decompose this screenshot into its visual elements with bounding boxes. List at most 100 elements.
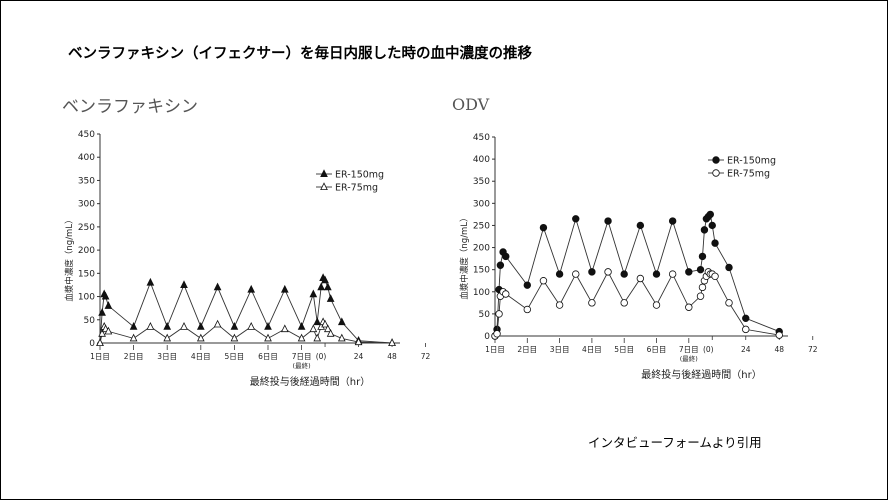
data-point-er150 (337, 317, 346, 326)
series-line-er75 (494, 270, 780, 337)
data-point-er75 (196, 333, 205, 342)
day-tick-label: 1日目 (485, 345, 505, 354)
left-panel-title: ベンラファキシン (62, 97, 198, 117)
data-point-er150 (604, 217, 612, 225)
day-tick-label: 7日目 (292, 352, 312, 361)
final-dose-label: (最終) (680, 354, 698, 363)
data-point-er150 (652, 270, 661, 278)
chart-panel-left: 0 50 100 150 200 250 300 350 400 450 血漿中濃度（ng/mL） 1… (64, 130, 431, 388)
y-tick-label: 400 (473, 155, 490, 165)
y-axis-label: 血漿中濃度（ng/mL） (64, 215, 75, 301)
day-tick-label: 5日目 (225, 352, 245, 361)
y-tick-label: 0 (484, 332, 490, 342)
data-point-er150 (280, 284, 289, 293)
x-tick-label: 48 (387, 352, 397, 361)
day-tick-label: 6日目 (258, 352, 278, 361)
day-tick-label: 4日目 (582, 345, 602, 354)
data-point-er150 (700, 226, 709, 234)
data-point-er150 (539, 223, 548, 232)
data-point-er75 (775, 331, 783, 339)
chart-panel-right: 0 50 100 150 200 250 300 350 400 450 血漿中濃度（ng/mL） 1… (459, 133, 818, 381)
data-point-er75 (146, 322, 155, 330)
y-tick-label: 350 (473, 177, 490, 187)
y-tick-label: 250 (473, 221, 490, 231)
data-point-er75 (588, 299, 596, 307)
data-point-er75 (539, 277, 548, 285)
y-tick-label: 150 (473, 266, 490, 276)
data-point-er150 (685, 268, 693, 276)
data-point-er150 (696, 265, 705, 274)
y-tick-label: 200 (78, 246, 95, 256)
data-point-er75 (230, 333, 239, 342)
data-point-er75 (326, 329, 335, 337)
data-point-er75 (668, 270, 677, 278)
legend-marker (712, 156, 720, 164)
data-point-er150 (213, 282, 222, 291)
data-point-er150 (706, 210, 714, 219)
data-point-er75 (98, 329, 106, 337)
x-tick-label: (0) (316, 352, 327, 361)
data-point-er150 (636, 221, 645, 230)
data-point-er150 (698, 252, 707, 261)
data-point-er75 (180, 322, 188, 330)
data-point-er150 (572, 215, 580, 223)
data-point-er75 (129, 333, 138, 342)
day-tick-label: 1日目 (90, 352, 110, 361)
x-tick-label: 24 (741, 345, 751, 354)
data-point-er150 (180, 280, 188, 288)
data-point-er75 (572, 270, 580, 278)
data-point-er75 (555, 301, 564, 309)
y-axis-label: 血漿中濃度（ng/mL） (459, 213, 470, 299)
data-point-er75 (309, 324, 318, 333)
data-point-er75 (323, 324, 332, 333)
data-point-er150 (620, 270, 628, 278)
x-tick-label: 24 (354, 352, 364, 361)
day-tick-label: 2日目 (124, 352, 144, 361)
y-tick-label: 100 (473, 288, 490, 298)
y-tick-label: 450 (473, 133, 490, 143)
y-tick-label: 300 (473, 199, 490, 209)
y-tick-label: 100 (78, 293, 95, 303)
data-point-er150 (230, 322, 239, 330)
day-tick-label: 6日目 (647, 345, 667, 354)
data-point-er150 (496, 261, 505, 269)
data-point-er150 (163, 322, 172, 330)
data-point-er75 (321, 319, 329, 328)
data-point-er150 (98, 308, 106, 316)
y-tick-label: 250 (78, 223, 95, 233)
data-point-er150 (317, 282, 325, 291)
day-tick-label: 3日目 (550, 345, 570, 354)
data-point-er75 (96, 338, 104, 347)
day-tick-label: 7日目 (679, 345, 699, 354)
data-point-er150 (309, 289, 318, 298)
data-point-er150 (326, 294, 335, 302)
y-tick-label: 350 (78, 176, 95, 186)
y-tick-label: 200 (473, 244, 490, 254)
x-axis-label: 最終投与後経過時間（hr） (250, 375, 370, 388)
data-point-er75 (620, 299, 628, 307)
data-point-er75 (247, 322, 256, 330)
data-point-er150 (104, 301, 113, 309)
y-tick-label: 150 (78, 269, 95, 279)
y-tick-label: 50 (479, 310, 491, 320)
data-point-er150 (725, 263, 733, 272)
data-point-er150 (523, 281, 531, 289)
data-point-er150 (196, 322, 205, 330)
data-point-er150 (742, 314, 750, 323)
data-point-er150 (668, 217, 677, 225)
data-point-er75 (523, 305, 531, 314)
day-tick-label: 3日目 (157, 352, 177, 361)
data-point-er75 (388, 338, 396, 347)
data-point-er75 (725, 299, 733, 307)
data-point-er150 (708, 221, 716, 230)
data-point-er75 (742, 325, 750, 334)
data-point-er150 (129, 322, 138, 330)
day-tick-label: 5日目 (614, 345, 634, 354)
y-tick-label: 0 (89, 339, 95, 349)
x-axis-label: 最終投与後経過時間（hr） (641, 368, 761, 381)
series-line-er150 (494, 213, 780, 337)
legend-label: ER-75mg (335, 183, 378, 194)
data-point-er75 (163, 333, 172, 342)
